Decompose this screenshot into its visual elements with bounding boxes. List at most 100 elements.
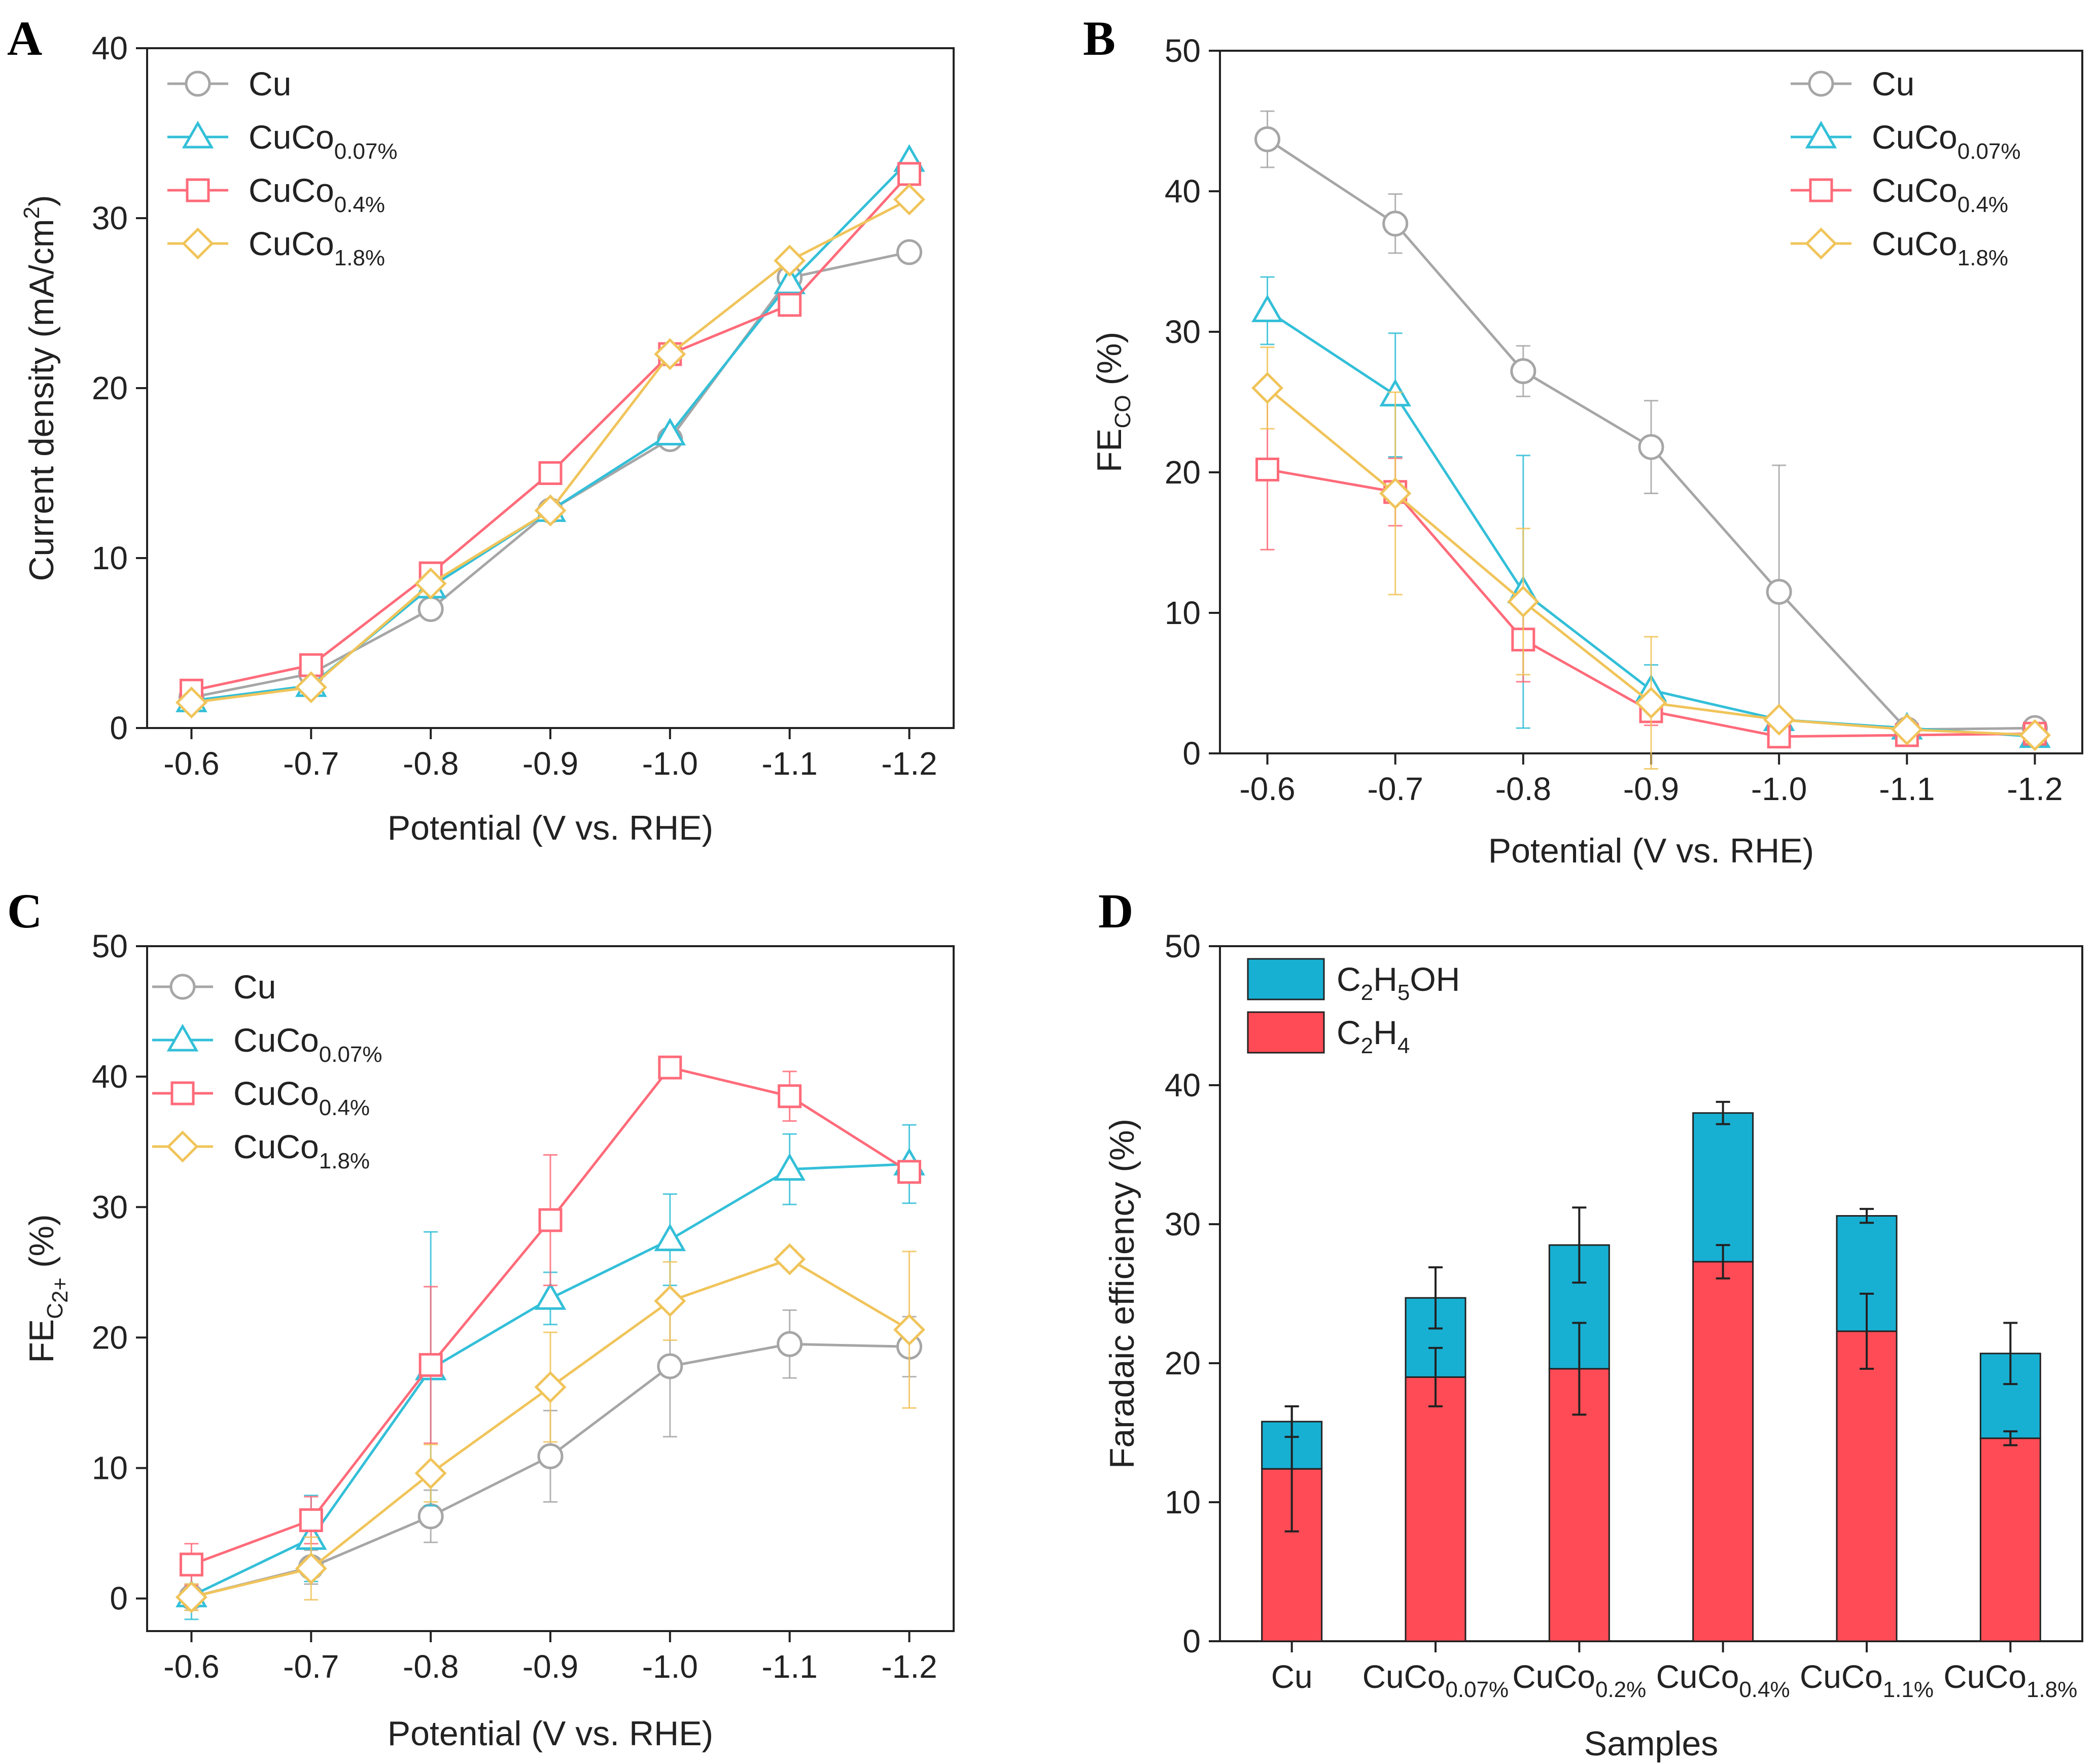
x-tick-label-sub: 1.8% <box>2026 1677 2077 1702</box>
y-tick-label: 20 <box>92 1319 128 1356</box>
legend-label-part: H <box>1373 960 1397 998</box>
series-cuco1-8 <box>175 1243 926 1613</box>
x-tick-label: CuCo1.1% <box>1800 1658 1934 1702</box>
data-point <box>658 1055 682 1080</box>
y-axis-title-subsub: 2+ <box>48 1277 73 1303</box>
data-point <box>1638 434 1664 460</box>
legend-swatch-c2h4 <box>1247 1011 1325 1054</box>
x-tick-label: CuCo0.07% <box>1362 1658 1509 1702</box>
data-point <box>778 1084 802 1109</box>
legend-label-part: 4 <box>1397 1033 1410 1058</box>
panel-letter-b: B <box>1083 11 1115 65</box>
x-tick-label: -1.0 <box>642 745 698 782</box>
stacked-bar <box>1405 1266 1466 1642</box>
legend-label-main: CuCo <box>233 1128 319 1165</box>
x-axis-title: Samples <box>1584 1724 1719 1763</box>
legend-label-part: 2 <box>1361 1033 1373 1058</box>
x-tick-label-sub: 0.2% <box>1595 1677 1646 1702</box>
panel-d-faradaic-efficiency: 0 10 20 30 40 50 Samples Faradaic efficiency (%… <box>1103 928 2083 1763</box>
stacked-bar <box>1979 1322 2041 1642</box>
data-point <box>1891 713 1923 746</box>
x-tick-label-sub: 0.4% <box>1739 1677 1790 1702</box>
data-point <box>538 1208 563 1232</box>
y-tick-label: 20 <box>1165 454 1201 491</box>
legend-marker <box>185 71 211 97</box>
data-point <box>774 266 806 294</box>
data-point <box>1763 703 1795 736</box>
legend-marker <box>170 1081 195 1105</box>
legend-label-main: CuCo <box>1872 225 1958 262</box>
data-point <box>897 162 922 186</box>
data-point <box>774 1153 806 1181</box>
legend-label-main: CuCo <box>249 171 334 209</box>
legend-label-main: CuCo <box>1872 118 1958 156</box>
y-tick-label: 0 <box>110 710 128 746</box>
x-tick-label: -0.6 <box>163 745 219 782</box>
legend-marker <box>1805 227 1837 260</box>
y-tick-label: 10 <box>1165 1484 1201 1520</box>
y-axis-title-end: (%) <box>22 1214 61 1277</box>
data-point <box>654 1285 686 1317</box>
legend-marker <box>1809 178 1833 202</box>
legend-label-part: OH <box>1410 960 1460 998</box>
legend-label-main: CuCo <box>249 118 334 156</box>
y-axis-title-main: FE <box>22 1319 61 1363</box>
y-axis-title-end: ) <box>22 195 61 206</box>
data-point <box>654 418 686 445</box>
legend-label: CuCo0.4% <box>1872 171 2008 217</box>
data-point <box>534 1282 567 1310</box>
y-tick-label: 30 <box>1165 314 1201 350</box>
y-axis-title-main: Current density (mA/cm <box>22 219 61 581</box>
data-point <box>1382 211 1409 237</box>
legend-label-main: CuCo <box>233 1021 319 1059</box>
x-tick-label-main: CuCo <box>1656 1658 1739 1695</box>
data-point <box>1251 372 1284 404</box>
bar-segment-c2h4 <box>1836 1330 1898 1642</box>
legend-label: CuCo0.4% <box>233 1075 370 1120</box>
data-point <box>1254 126 1280 153</box>
x-tick-label: -0.9 <box>1623 771 1679 807</box>
legend-marker <box>166 1023 199 1052</box>
y-axis-title: Faradaic efficiency (%) <box>1103 1119 1141 1469</box>
series-cuco1-8 <box>175 183 926 719</box>
data-point <box>1635 686 1667 719</box>
data-point <box>179 1552 203 1577</box>
y-axis-title: FECO (%) <box>1090 332 1135 473</box>
y-axis-title-main: FE <box>1090 428 1129 472</box>
data-point <box>654 338 686 370</box>
x-tick-label: -1.1 <box>762 745 818 782</box>
legend-label-part: 2 <box>1361 980 1373 1005</box>
series-cuco1-8 <box>1251 346 2051 770</box>
y-tick-label: 0 <box>1182 735 1201 772</box>
legend-label-main: Cu <box>249 65 291 102</box>
legend-marker <box>182 120 214 149</box>
x-tick-label: -0.9 <box>522 1648 578 1685</box>
data-point <box>1507 585 1540 618</box>
legend-label-part: 5 <box>1397 980 1410 1005</box>
x-tick-label-main: CuCo <box>1512 1658 1595 1695</box>
y-tick-label: 40 <box>1165 173 1201 210</box>
x-tick-label-main: CuCo <box>1943 1658 2026 1695</box>
stacked-bar <box>1836 1207 1898 1642</box>
y-tick-label: 10 <box>1165 595 1201 631</box>
y-tick-label: 50 <box>1165 32 1201 69</box>
x-tick-label: Cu <box>1271 1658 1313 1695</box>
data-point <box>896 239 923 265</box>
legend-label-main: CuCo <box>249 225 334 262</box>
legend-label-sub: 0.07% <box>334 139 398 164</box>
legend-label-main: Cu <box>233 968 276 1006</box>
x-tick-label: -1.1 <box>1879 771 1935 807</box>
data-point <box>774 1243 806 1275</box>
data-point <box>538 461 563 485</box>
y-tick-label: 50 <box>92 928 128 964</box>
y-axis-title-sup: 2 <box>19 206 44 219</box>
legend-label: C2H5OH <box>1337 960 1460 1005</box>
legend-label: CuCo0.07% <box>249 118 398 164</box>
data-point <box>778 293 802 317</box>
y-axis-title-end: (%) <box>1090 332 1129 395</box>
bar-segment-c2h5oh <box>1692 1112 1754 1263</box>
x-tick-label: CuCo0.4% <box>1656 1658 1790 1702</box>
legend-label: Cu <box>233 968 276 1006</box>
